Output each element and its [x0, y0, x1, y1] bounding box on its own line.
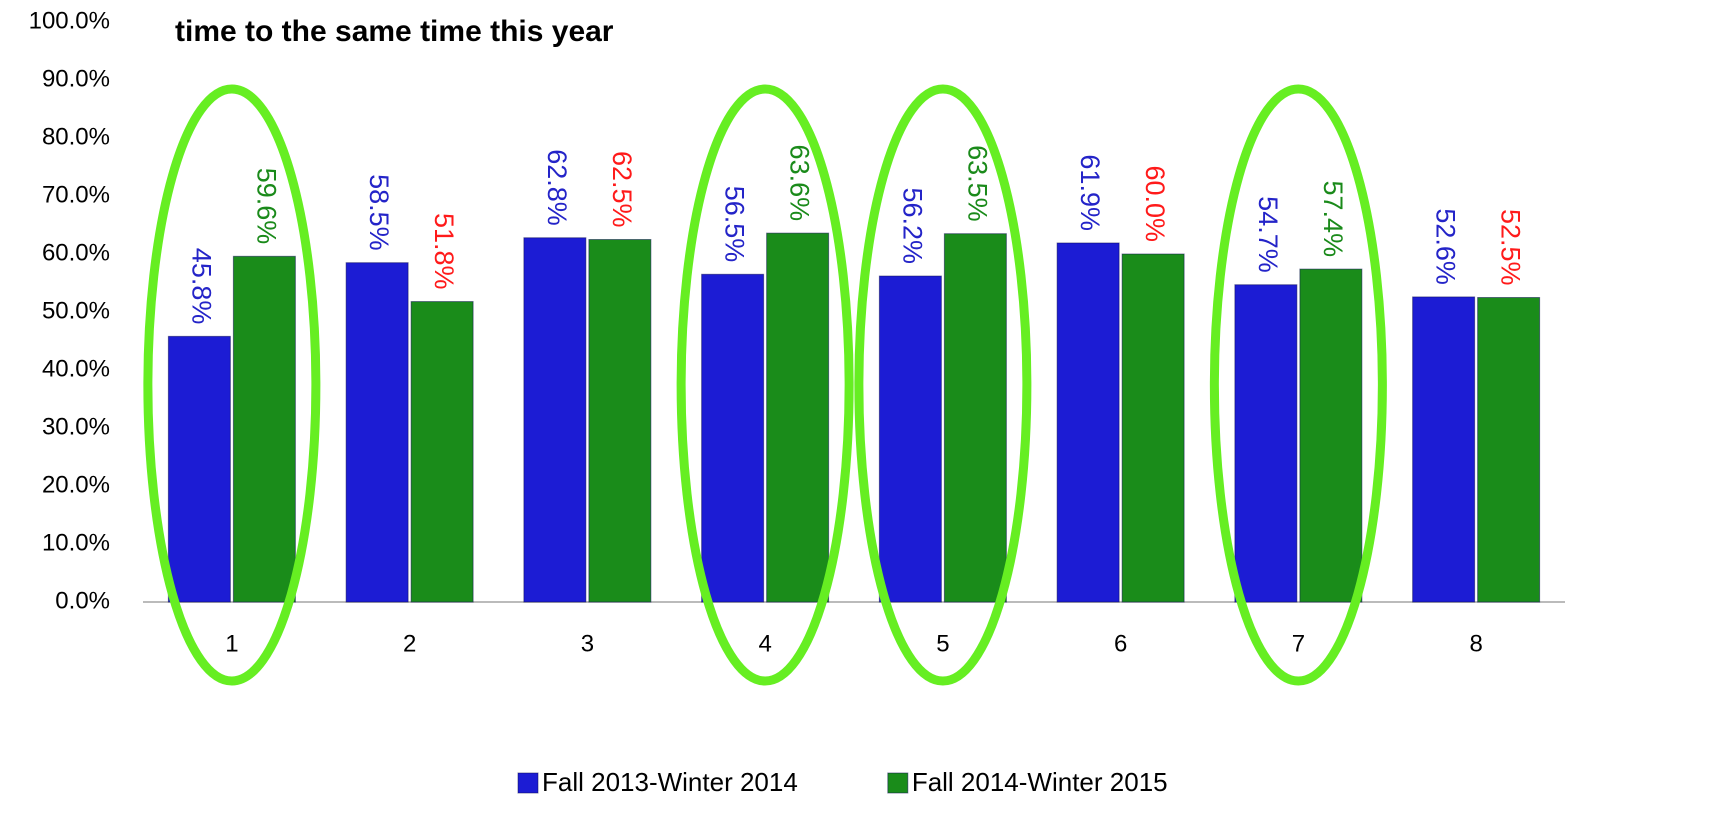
bar [410, 301, 474, 603]
data-label: 52.6% [1431, 208, 1461, 285]
y-tick-label: 80.0% [42, 123, 110, 150]
legend-label: Fall 2013-Winter 2014 [542, 767, 798, 797]
bar [1056, 242, 1120, 603]
legend-swatch [887, 772, 909, 794]
bar [766, 232, 830, 603]
x-tick-label: 4 [758, 630, 771, 657]
y-tick-label: 60.0% [42, 239, 110, 266]
bar [1234, 284, 1298, 603]
bar [1477, 297, 1541, 603]
y-tick-label: 0.0% [55, 587, 110, 614]
data-label: 57.4% [1318, 181, 1348, 258]
y-tick-label: 20.0% [42, 471, 110, 498]
highlight-ellipse [1209, 84, 1387, 686]
y-tick-label: 50.0% [42, 297, 110, 324]
data-label: 62.5% [607, 151, 637, 228]
y-tick-label: 90.0% [42, 65, 110, 92]
bar [167, 335, 231, 603]
bar [878, 275, 942, 603]
x-tick-label: 1 [225, 630, 238, 657]
bar [588, 239, 652, 603]
y-tick-label: 40.0% [42, 355, 110, 382]
data-label: 52.5% [1496, 209, 1526, 286]
bar [345, 262, 409, 603]
data-label: 51.8% [429, 213, 459, 290]
legend-swatch [517, 772, 539, 794]
data-label: 61.9% [1075, 154, 1105, 231]
highlight-ellipse [854, 84, 1032, 686]
bar [232, 255, 296, 603]
bar [1412, 296, 1476, 603]
data-label: 63.6% [785, 145, 815, 222]
data-label: 56.5% [720, 186, 750, 263]
data-label: 63.5% [962, 145, 992, 222]
data-label: 62.8% [542, 149, 572, 226]
bar [523, 237, 587, 603]
legend: Fall 2013-Winter 2014 Fall 2014-Winter 20… [517, 767, 1168, 797]
data-label: 56.2% [897, 187, 927, 264]
bar [943, 233, 1007, 603]
highlight-ellipse [676, 84, 854, 686]
y-tick-label: 70.0% [42, 181, 110, 208]
x-tick-label: 8 [1469, 630, 1482, 657]
data-label: 59.6% [251, 168, 281, 245]
x-tick-label: 2 [403, 630, 416, 657]
legend-label: Fall 2014-Winter 2015 [912, 767, 1168, 797]
x-tick-label: 3 [581, 630, 594, 657]
data-label: 45.8% [186, 248, 216, 325]
data-label: 54.7% [1253, 196, 1283, 273]
bar [701, 273, 765, 603]
chart-title: time to the same time this year [175, 15, 614, 48]
data-label: 58.5% [364, 174, 394, 251]
highlight-ellipse [143, 84, 321, 686]
x-tick-label: 7 [1292, 630, 1305, 657]
data-label: 60.0% [1140, 165, 1170, 242]
y-tick-label: 10.0% [42, 529, 110, 556]
y-tick-label: 100.0% [29, 7, 110, 34]
y-tick-label: 30.0% [42, 413, 110, 440]
x-tick-label: 6 [1114, 630, 1127, 657]
x-tick-label: 5 [936, 630, 949, 657]
bar [1299, 268, 1363, 603]
bar [1121, 253, 1185, 603]
